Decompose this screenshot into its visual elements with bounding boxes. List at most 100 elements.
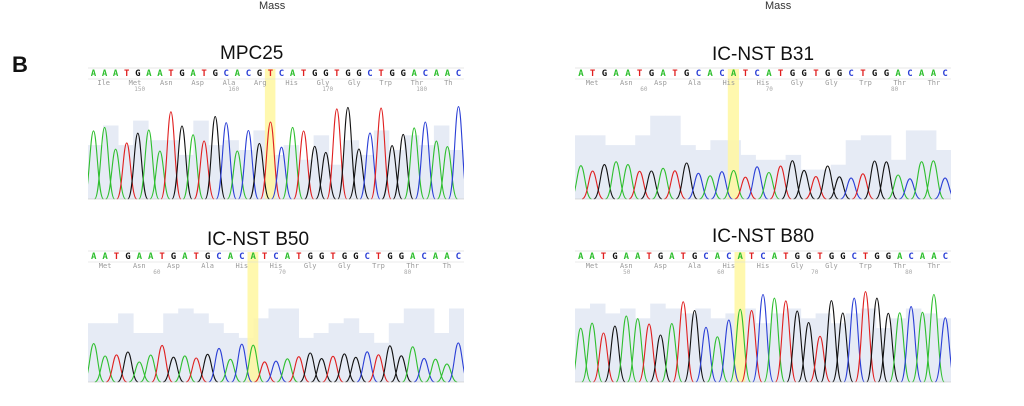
- base-letter: A: [91, 252, 97, 262]
- base-letter: C: [703, 252, 708, 262]
- base-letter: A: [190, 69, 196, 79]
- base-letter: A: [444, 252, 450, 262]
- amino-acid-label: Gly: [791, 79, 804, 87]
- quality-bar: [418, 308, 435, 382]
- base-letter: G: [356, 69, 361, 79]
- quality-bar: [635, 135, 651, 199]
- base-letter: G: [884, 69, 889, 79]
- chromatogram-b50: A A T G A A T G A T G C A C A T C A T G G T G G C T G G A C A A C Met Asn A…: [88, 248, 464, 398]
- base-letter: G: [353, 252, 358, 262]
- mass-label-right: Mass: [765, 0, 792, 12]
- base-letter: T: [860, 69, 866, 79]
- base-letter: T: [680, 252, 686, 262]
- quality-bar: [328, 323, 345, 382]
- position-tick: 70: [811, 269, 819, 276]
- amino-acid-label: Gly: [317, 79, 330, 87]
- base-letter: A: [411, 69, 417, 79]
- amino-acid-label: Trp: [859, 79, 872, 87]
- trace-peak: [900, 306, 922, 383]
- base-letter: G: [257, 69, 262, 79]
- base-letter: A: [410, 252, 416, 262]
- quality-bar: [268, 308, 284, 382]
- quality-bar: [710, 140, 726, 199]
- trace-peak: [254, 361, 276, 383]
- quality-bar: [313, 135, 330, 199]
- amino-acid-label: His: [235, 262, 248, 270]
- trace-peak: [311, 358, 333, 383]
- position-tick: 50: [623, 269, 631, 276]
- base-letter: T: [268, 69, 274, 79]
- trace-peak: [116, 142, 138, 200]
- base-letter: G: [399, 252, 404, 262]
- trace-peak: [616, 164, 639, 200]
- trace-peak: [863, 160, 886, 200]
- quality-bar: [590, 303, 606, 382]
- panel-title-b50: IC-NST B50: [207, 229, 310, 250]
- base-letter: T: [296, 252, 302, 262]
- mass-label-left: Mass: [259, 0, 286, 12]
- base-letter: G: [872, 69, 877, 79]
- quality-bar: [133, 333, 149, 382]
- base-letter: G: [323, 69, 328, 79]
- quality-bar: [845, 313, 862, 382]
- trace-peak: [706, 336, 729, 383]
- base-letter: G: [212, 69, 217, 79]
- base-letter: G: [837, 69, 842, 79]
- base-letter: T: [743, 69, 749, 79]
- quality-bar: [890, 159, 907, 199]
- base-letter: G: [829, 252, 834, 262]
- trace-peak: [356, 351, 378, 383]
- base-letter: G: [801, 69, 806, 79]
- quality-bar: [936, 150, 951, 199]
- trace-peak: [359, 132, 381, 200]
- trace-peak: [149, 150, 171, 200]
- quality-bar: [710, 318, 726, 382]
- trace-peak: [638, 323, 660, 383]
- trace-peak: [315, 151, 337, 200]
- amino-acid-label: Thr: [411, 79, 424, 87]
- quality-bar: [298, 337, 315, 382]
- amino-acid-label: Met: [586, 79, 599, 87]
- base-letter: C: [908, 252, 913, 262]
- trace-peak: [840, 177, 862, 200]
- quality-bar: [755, 159, 771, 199]
- quality-bar: [920, 130, 937, 199]
- base-letter: T: [124, 69, 130, 79]
- base-letter: C: [423, 69, 428, 79]
- position-tick: 170: [322, 86, 333, 93]
- base-letter: G: [886, 252, 891, 262]
- trace-peak: [197, 353, 219, 383]
- trace-peak: [626, 318, 649, 383]
- base-letter: A: [433, 252, 439, 262]
- amino-acid-label: Ala: [688, 79, 701, 87]
- amino-acid-label: Ala: [201, 262, 214, 270]
- amino-acid-label: His: [722, 79, 735, 87]
- base-letter: T: [646, 252, 652, 262]
- base-letter: C: [367, 69, 372, 79]
- quality-bar: [283, 308, 299, 382]
- base-letter: G: [649, 69, 654, 79]
- base-letter: G: [205, 252, 210, 262]
- base-letter: A: [715, 252, 721, 262]
- quality-bar: [575, 135, 591, 199]
- trace-peak: [843, 297, 865, 383]
- base-letter: C: [943, 252, 948, 262]
- trace-peak: [615, 315, 638, 383]
- trace-peak: [695, 326, 717, 383]
- amino-acid-label: Asp: [167, 262, 180, 270]
- base-letter: A: [669, 252, 675, 262]
- trace-peak: [793, 169, 815, 200]
- base-letter: A: [285, 252, 291, 262]
- variant-highlight: [734, 252, 746, 382]
- trace-peak: [140, 354, 162, 383]
- base-letter: C: [754, 69, 759, 79]
- quality-bar: [433, 333, 450, 382]
- base-letter: A: [290, 69, 296, 79]
- amino-acid-label: Asn: [620, 79, 633, 87]
- trace-peak: [299, 352, 321, 383]
- base-letter: G: [179, 69, 184, 79]
- base-letter: A: [660, 69, 666, 79]
- trace-peak: [185, 357, 207, 383]
